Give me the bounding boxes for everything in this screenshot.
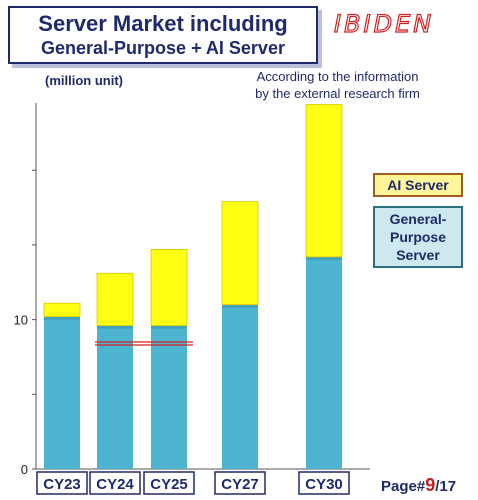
bar-general-top-edge bbox=[151, 325, 187, 329]
bar-general-purpose bbox=[44, 316, 80, 469]
legend-ai-server: AI Server bbox=[373, 173, 463, 197]
top-edge-clip bbox=[50, 0, 120, 4]
x-category-box bbox=[214, 471, 266, 495]
legend-general-purpose: General- Purpose Server bbox=[373, 206, 463, 268]
page-prefix: Page# bbox=[381, 478, 426, 495]
page-current: 9 bbox=[425, 475, 436, 495]
source-note: According to the information by the exte… bbox=[255, 69, 420, 101]
bar-ai-server bbox=[96, 272, 134, 326]
bar-ai-server bbox=[221, 201, 259, 306]
bar-ai-server bbox=[305, 104, 343, 258]
bar-general-top-edge bbox=[222, 304, 258, 308]
chart-title-line1: Server Market including bbox=[38, 11, 288, 36]
svg-text:IBIDEN: IBIDEN bbox=[334, 10, 434, 38]
bar-general-top-edge bbox=[97, 325, 133, 329]
bar-general-purpose bbox=[151, 325, 187, 469]
x-tick-label: CY25 bbox=[150, 476, 188, 493]
x-category-box bbox=[36, 471, 88, 495]
page-total: /17 bbox=[435, 478, 457, 495]
ibiden-handwritten-logo: IBIDEN bbox=[333, 9, 434, 38]
chart-title-line2: General-Purpose + AI Server bbox=[41, 38, 285, 58]
x-tick-label: CY23 bbox=[43, 476, 81, 493]
chart-title-box: Server Market including General-Purpose … bbox=[8, 6, 318, 64]
x-category-box bbox=[298, 471, 350, 495]
bar-ai-server bbox=[43, 302, 81, 318]
y-tick-label: 10 bbox=[14, 313, 28, 328]
unit-label: (million unit) bbox=[45, 73, 123, 88]
bar-general-purpose bbox=[306, 256, 342, 469]
bar-general-purpose bbox=[222, 304, 258, 469]
bar-general-purpose bbox=[97, 325, 133, 469]
x-tick-label: CY30 bbox=[305, 476, 343, 493]
bar-ai-server bbox=[150, 248, 188, 326]
x-category-box bbox=[143, 471, 195, 495]
x-tick-label: CY27 bbox=[221, 476, 259, 493]
x-category-box bbox=[89, 471, 141, 495]
page-number: Page#9/17 bbox=[381, 475, 456, 496]
x-tick-label: CY24 bbox=[96, 476, 134, 493]
y-tick-label: 0 bbox=[21, 462, 28, 477]
bar-general-top-edge bbox=[306, 256, 342, 260]
bar-general-top-edge bbox=[44, 316, 80, 320]
